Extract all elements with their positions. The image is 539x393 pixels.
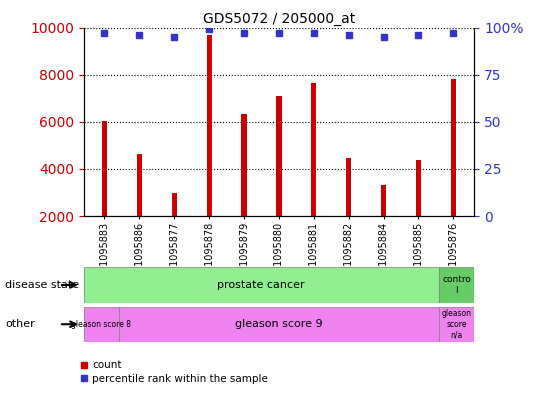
Text: other: other: [5, 319, 35, 329]
Bar: [311, 83, 316, 216]
Bar: [416, 160, 421, 216]
Text: contro
l: contro l: [442, 275, 471, 295]
Bar: [439, 307, 474, 342]
Legend: count, percentile rank within the sample: count, percentile rank within the sample: [75, 356, 272, 388]
Bar: [84, 307, 119, 342]
Text: gleason score 9: gleason score 9: [235, 319, 323, 329]
Bar: [346, 158, 351, 216]
Bar: [277, 96, 281, 216]
Bar: [451, 79, 456, 216]
Title: GDS5072 / 205000_at: GDS5072 / 205000_at: [203, 13, 355, 26]
Text: prostate cancer: prostate cancer: [217, 280, 305, 290]
Bar: [241, 114, 247, 216]
Bar: [119, 307, 439, 342]
Text: disease state: disease state: [5, 280, 80, 290]
Text: gleason
score
n/a: gleason score n/a: [441, 309, 472, 339]
Bar: [102, 121, 107, 216]
Text: gleason score 8: gleason score 8: [71, 320, 132, 329]
Bar: [206, 35, 212, 216]
Bar: [439, 267, 474, 303]
Bar: [137, 154, 142, 216]
Bar: [171, 193, 177, 216]
Bar: [381, 185, 386, 216]
